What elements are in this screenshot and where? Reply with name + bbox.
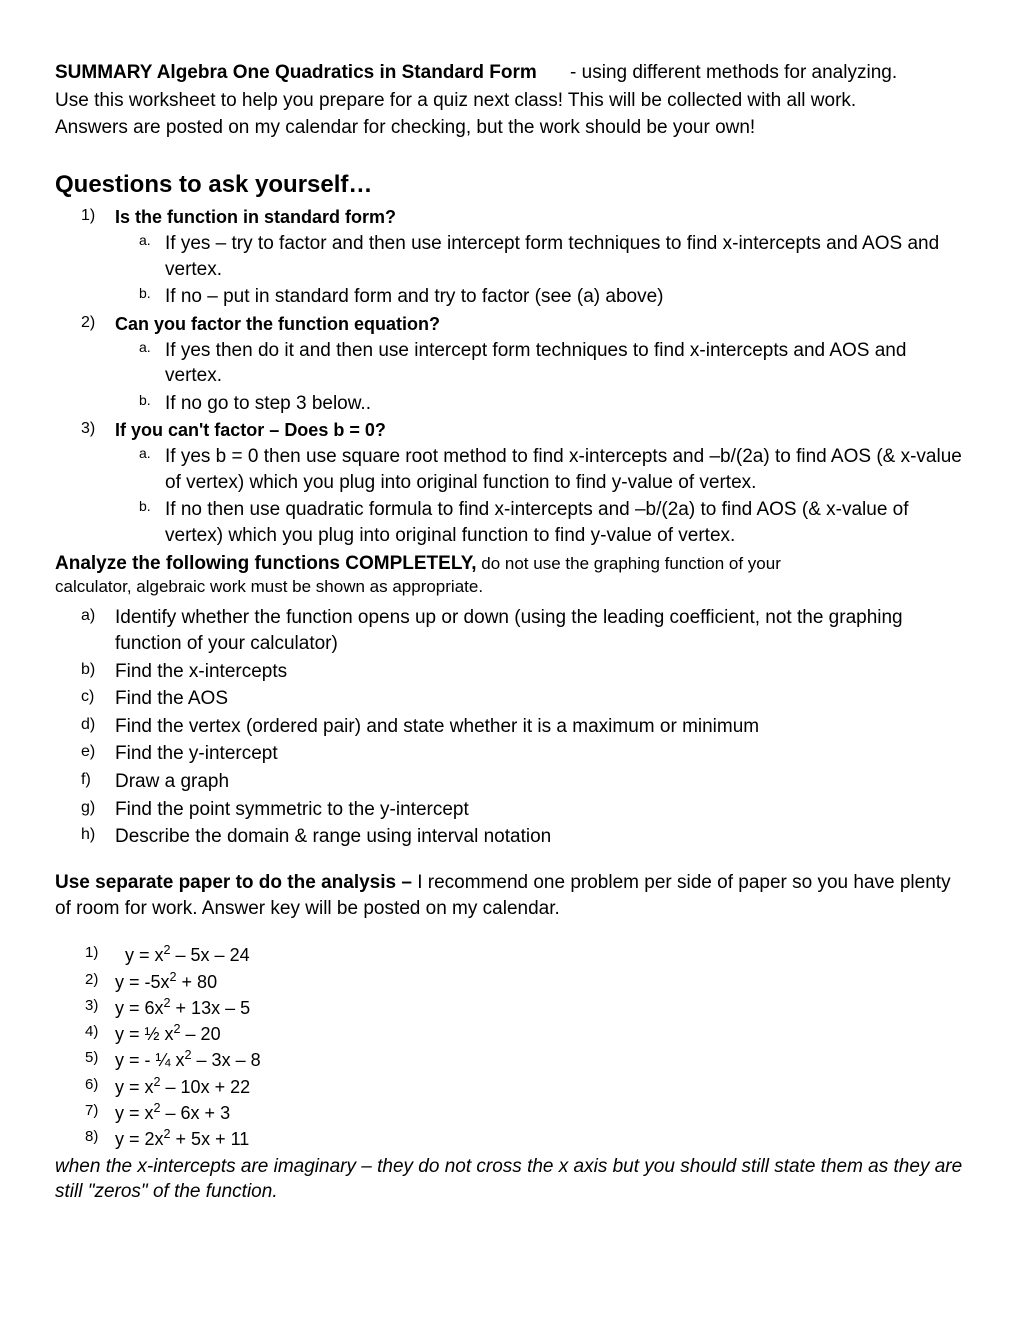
equation-marker: 3) <box>85 996 98 1016</box>
task-marker: b) <box>81 659 95 681</box>
equation-item: 3)y = 6x2 + 13x – 5 <box>115 996 965 1020</box>
task-text: Find the y-intercept <box>115 743 278 764</box>
equation-marker: 2) <box>85 970 98 990</box>
intro-subtitle: - using different methods for analyzing. <box>570 62 897 83</box>
task-item: f)Draw a graph <box>115 769 965 795</box>
sub-text: If yes – try to factor and then use inte… <box>165 233 939 280</box>
task-item: c)Find the AOS <box>115 686 965 712</box>
equation-marker: 1) <box>85 943 98 963</box>
equation-marker: 7) <box>85 1101 98 1121</box>
analyze-block: Analyze the following functions COMPLETE… <box>55 551 965 577</box>
task-item: a)Identify whether the function opens up… <box>115 605 965 656</box>
question-sub-item: a.If yes then do it and then use interce… <box>165 338 965 389</box>
task-text: Find the vertex (ordered pair) and state… <box>115 716 759 737</box>
task-item: e)Find the y-intercept <box>115 741 965 767</box>
task-item: g)Find the point symmetric to the y-inte… <box>115 797 965 823</box>
task-marker: g) <box>81 797 95 819</box>
equation-text: y = x2 – 6x + 3 <box>115 1103 230 1123</box>
equation-item: 4)y = ½ x2 – 20 <box>115 1022 965 1046</box>
sub-marker: a. <box>139 338 151 357</box>
equations-list: 1)y = x2 – 5x – 242)y = -5x2 + 803)y = 6… <box>55 943 965 1151</box>
equation-item: 8)y = 2x2 + 5x + 11 <box>115 1127 965 1151</box>
sub-text: If no go to step 3 below.. <box>165 393 371 414</box>
question-text: If you can't factor – Does b = 0? <box>115 420 386 440</box>
task-marker: e) <box>81 741 95 763</box>
sub-text: If yes then do it and then use intercept… <box>165 340 906 387</box>
task-text: Find the x-intercepts <box>115 661 287 682</box>
task-text: Describe the domain & range using interv… <box>115 826 551 847</box>
question-marker: 2) <box>81 312 95 334</box>
equation-item: 5)y = - ¼ x2 – 3x – 8 <box>115 1048 965 1072</box>
equation-marker: 6) <box>85 1075 98 1095</box>
task-marker: d) <box>81 714 95 736</box>
intro-title: SUMMARY Algebra One Quadratics in Standa… <box>55 62 537 83</box>
sub-text: If yes b = 0 then use square root method… <box>165 446 962 493</box>
analyze-heading: Analyze the following functions COMPLETE… <box>55 553 477 574</box>
sub-text: If no then use quadratic formula to find… <box>165 499 909 546</box>
equation-text: y = x2 – 10x + 22 <box>115 1077 250 1097</box>
equation-text: y = x2 – 5x – 24 <box>125 945 250 965</box>
question-item: 2)Can you factor the function equation?a… <box>115 312 965 417</box>
questions-heading: Questions to ask yourself… <box>55 169 965 201</box>
analyze-note: do not use the graphing function of your <box>477 554 781 573</box>
sub-marker: b. <box>139 497 151 516</box>
task-marker: f) <box>81 769 91 791</box>
intro-line-3: Answers are posted on my calendar for ch… <box>55 115 965 141</box>
equation-text: y = -5x2 + 80 <box>115 972 217 992</box>
equation-text: y = ½ x2 – 20 <box>115 1024 221 1044</box>
task-text: Draw a graph <box>115 771 229 792</box>
task-item: h)Describe the domain & range using inte… <box>115 824 965 850</box>
question-item: 1)Is the function in standard form?a. If… <box>115 205 965 310</box>
question-sub-item: a. If yes – try to factor and then use i… <box>165 231 965 282</box>
question-marker: 3) <box>81 418 95 440</box>
analyze-sub: calculator, algebraic work must be shown… <box>55 576 965 599</box>
task-list: a) Identify whether the function opens up… <box>55 605 965 850</box>
task-marker: h) <box>81 824 95 846</box>
question-text: Can you factor the function equation? <box>115 314 440 334</box>
question-item: 3)If you can't factor – Does b = 0?a.If … <box>115 418 965 548</box>
question-sub-item: b.If no – put in standard form and try t… <box>165 284 965 310</box>
question-sub-item: a.If yes b = 0 then use square root meth… <box>165 444 965 495</box>
task-text: Find the point symmetric to the y-interc… <box>115 799 469 820</box>
equation-item: 2)y = -5x2 + 80 <box>115 970 965 994</box>
question-sub-list: a. If yes then do it and then use interce… <box>115 338 965 417</box>
task-item: b)Find the x-intercepts <box>115 659 965 685</box>
question-sub-item: b.If no go to step 3 below.. <box>165 391 965 417</box>
intro-line-1: SUMMARY Algebra One Quadratics in Standa… <box>55 60 965 86</box>
equation-item: 7)y = x2 – 6x + 3 <box>115 1101 965 1125</box>
equation-marker: 4) <box>85 1022 98 1042</box>
task-item: d)Find the vertex (ordered pair) and sta… <box>115 714 965 740</box>
question-sub-list: a. If yes – try to factor and then use i… <box>115 231 965 310</box>
task-marker: a) <box>81 605 95 627</box>
footnote: when the x-intercepts are imaginary – th… <box>55 1154 965 1205</box>
equation-text: y = 6x2 + 13x – 5 <box>115 998 250 1018</box>
equation-item: 6)y = x2 – 10x + 22 <box>115 1075 965 1099</box>
separate-paper: Use separate paper to do the analysis – … <box>55 870 965 921</box>
question-text: Is the function in standard form? <box>115 207 396 227</box>
question-sub-list: a. If yes b = 0 then use square root meth… <box>115 444 965 549</box>
task-marker: c) <box>81 686 94 708</box>
equation-item: 1)y = x2 – 5x – 24 <box>115 943 965 967</box>
sub-text: If no – put in standard form and try to … <box>165 286 663 307</box>
sub-marker: a. <box>139 444 151 463</box>
equation-text: y = - ¼ x2 – 3x – 8 <box>115 1050 261 1070</box>
equation-text: y = 2x2 + 5x + 11 <box>115 1129 249 1149</box>
task-text: Identify whether the function opens up o… <box>115 607 903 654</box>
question-sub-item: b.If no then use quadratic formula to fi… <box>165 497 965 548</box>
questions-list: 1) Is the function in standard form? a. If… <box>55 205 965 548</box>
task-text: Find the AOS <box>115 688 228 709</box>
separate-title: Use separate paper to do the analysis – <box>55 872 417 893</box>
equation-marker: 5) <box>85 1048 98 1068</box>
sub-marker: b. <box>139 391 151 410</box>
equation-marker: 8) <box>85 1127 98 1147</box>
sub-marker: a. <box>139 231 151 250</box>
question-marker: 1) <box>81 205 95 227</box>
sub-marker: b. <box>139 284 151 303</box>
intro-line-2: Use this worksheet to help you prepare f… <box>55 88 965 114</box>
